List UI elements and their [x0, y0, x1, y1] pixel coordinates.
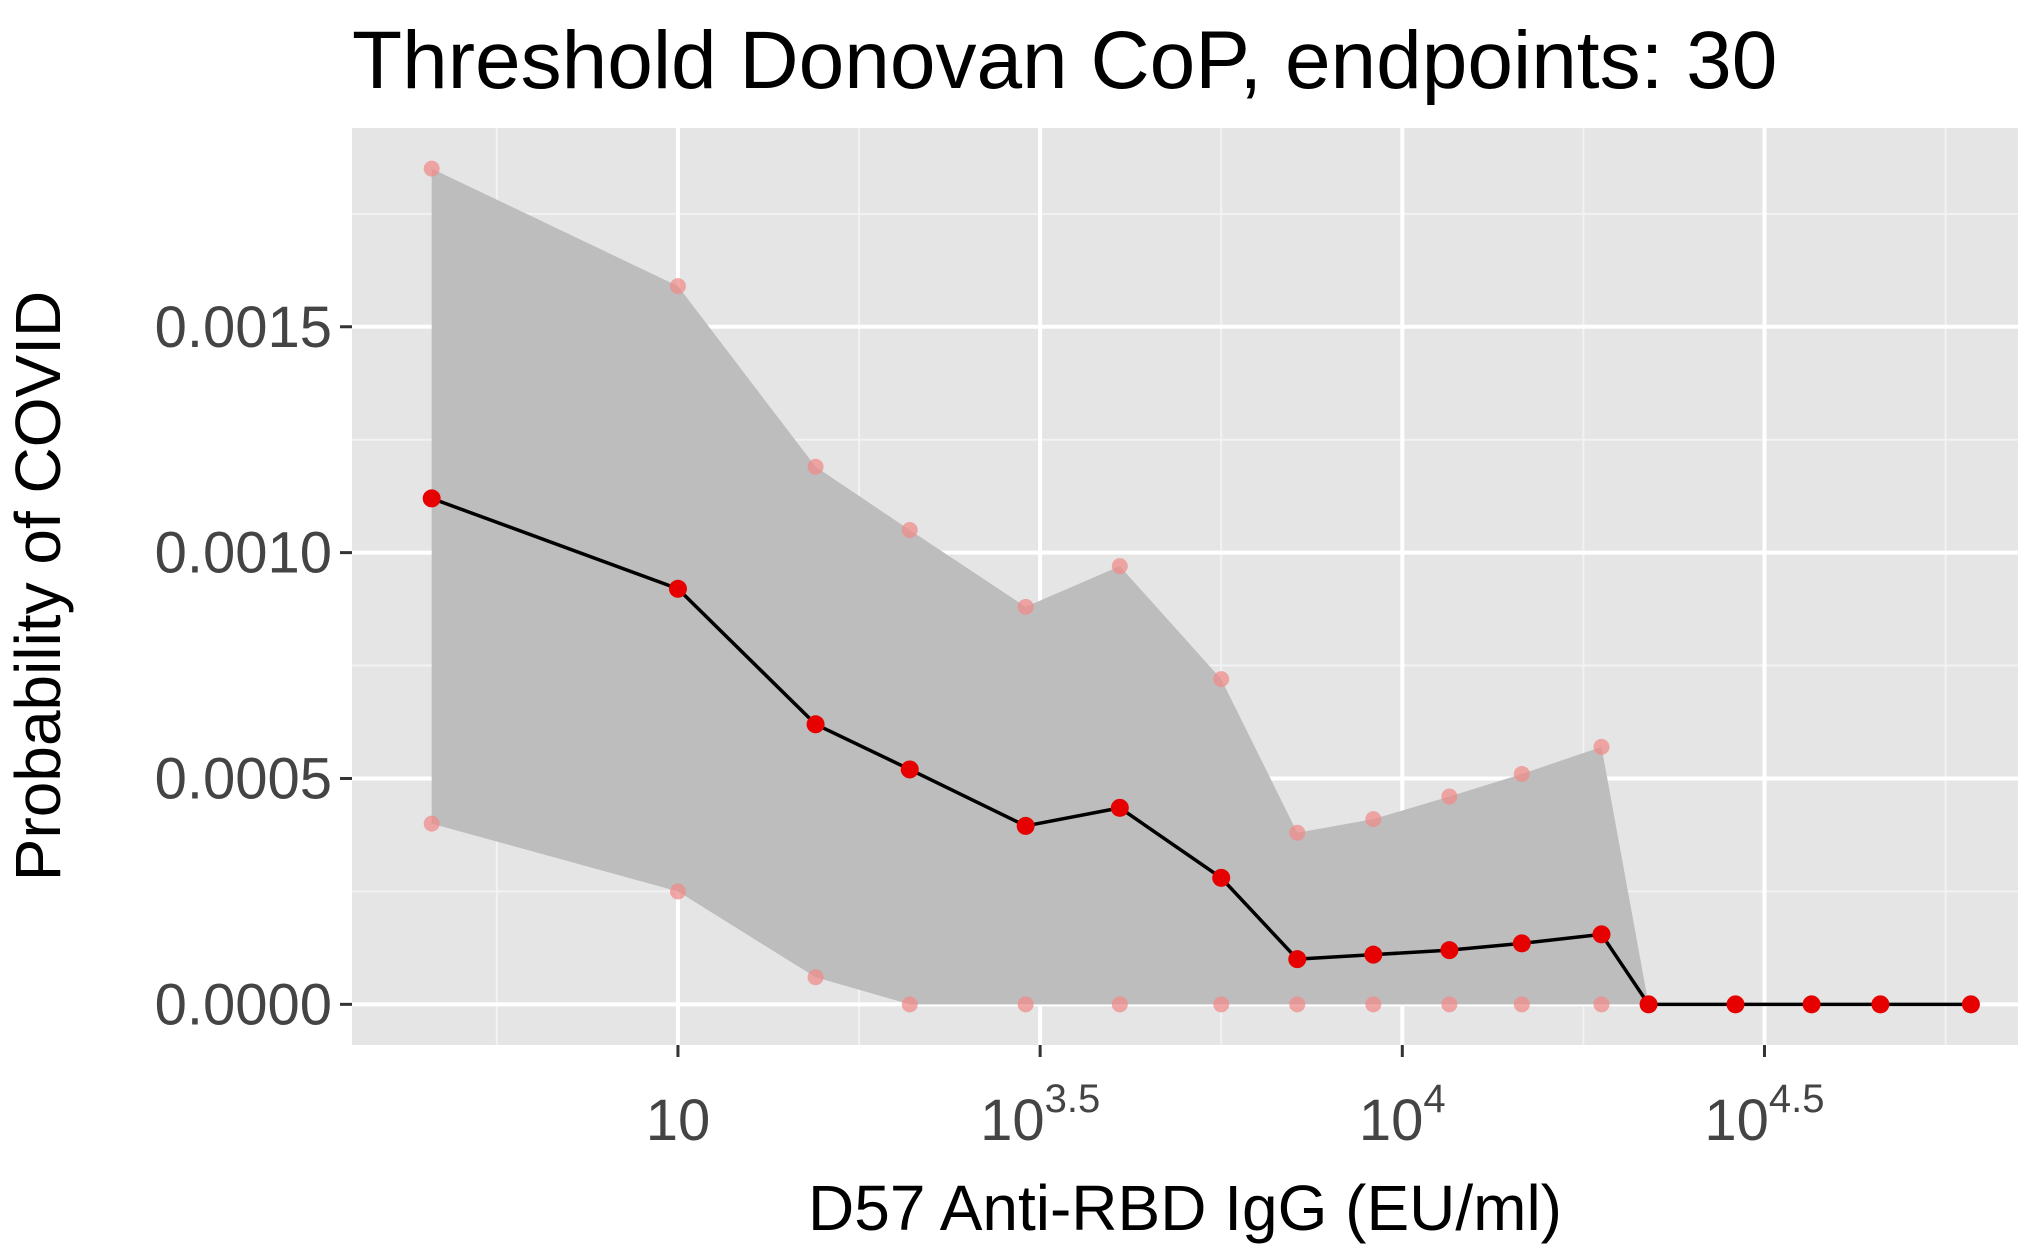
ci-points-layer — [423, 160, 1610, 1013]
ci-upper-point — [901, 522, 918, 539]
ci-upper-point — [1213, 671, 1230, 688]
estimate-point — [1802, 995, 1821, 1014]
x-tick-label: 104.5 — [1704, 1077, 1824, 1153]
ci-lower-point — [669, 883, 686, 900]
ci-lower-point — [1365, 996, 1382, 1013]
estimate-point — [1512, 934, 1531, 953]
ci-upper-point — [1017, 598, 1034, 615]
ci-upper-point — [807, 458, 824, 475]
y-axis-title: Probability of COVID — [2, 291, 74, 881]
estimate-point — [1110, 798, 1129, 817]
estimate-point — [422, 489, 441, 508]
x-tick-label: 103.5 — [980, 1077, 1100, 1153]
estimate-point — [1288, 950, 1307, 969]
estimate-point — [900, 760, 919, 779]
ci-lower-point — [1513, 996, 1530, 1013]
chart-title: Threshold Donovan CoP, endpoints: 30 — [352, 15, 1777, 106]
confidence-band — [431, 168, 1649, 1005]
ci-lower-point — [807, 969, 824, 986]
ci-lower-point — [1289, 996, 1306, 1013]
estimate-point — [668, 579, 687, 598]
ci-upper-point — [669, 278, 686, 295]
estimate-point — [806, 715, 825, 734]
estimate-point — [1871, 995, 1890, 1014]
x-axis: 10 103.5 104 104.5 — [646, 1045, 1825, 1153]
ci-lower-point — [1017, 996, 1034, 1013]
ci-upper-point — [1289, 824, 1306, 841]
ci-upper-point — [423, 160, 440, 177]
estimate-point — [1639, 995, 1658, 1014]
y-tick-label: 0.0010 — [155, 521, 332, 586]
ci-upper-point — [1593, 738, 1610, 755]
ci-lower-point — [901, 996, 918, 1013]
estimate-point — [1726, 995, 1745, 1014]
estimate-point — [1961, 995, 1980, 1014]
y-tick-label: 0.0015 — [155, 295, 332, 360]
ci-lower-point — [1441, 996, 1458, 1013]
x-axis-title: D57 Anti-RBD IgG (EU/ml) — [808, 1172, 1562, 1244]
estimate-point — [1440, 941, 1459, 960]
ci-lower-point — [1593, 996, 1610, 1013]
ci-upper-point — [1513, 765, 1530, 782]
ci-lower-point — [1213, 996, 1230, 1013]
ci-lower-point — [1111, 996, 1128, 1013]
y-tick-label: 0.0005 — [155, 746, 332, 811]
ci-lower-point — [423, 815, 440, 832]
estimate-point — [1592, 925, 1611, 944]
x-tick-label: 104 — [1359, 1077, 1446, 1153]
ci-upper-point — [1111, 558, 1128, 575]
confidence-band-layer — [431, 168, 1649, 1005]
y-axis: 0.0000 0.0005 0.0010 0.0015 — [155, 295, 352, 1037]
estimate-points-layer — [422, 489, 1980, 1014]
ci-upper-point — [1365, 811, 1382, 828]
ci-upper-point — [1441, 788, 1458, 805]
estimate-point — [1212, 868, 1231, 887]
x-tick-label: 10 — [646, 1088, 711, 1153]
y-tick-label: 0.0000 — [155, 972, 332, 1037]
estimate-point — [1364, 945, 1383, 964]
estimate-point — [1016, 816, 1035, 835]
